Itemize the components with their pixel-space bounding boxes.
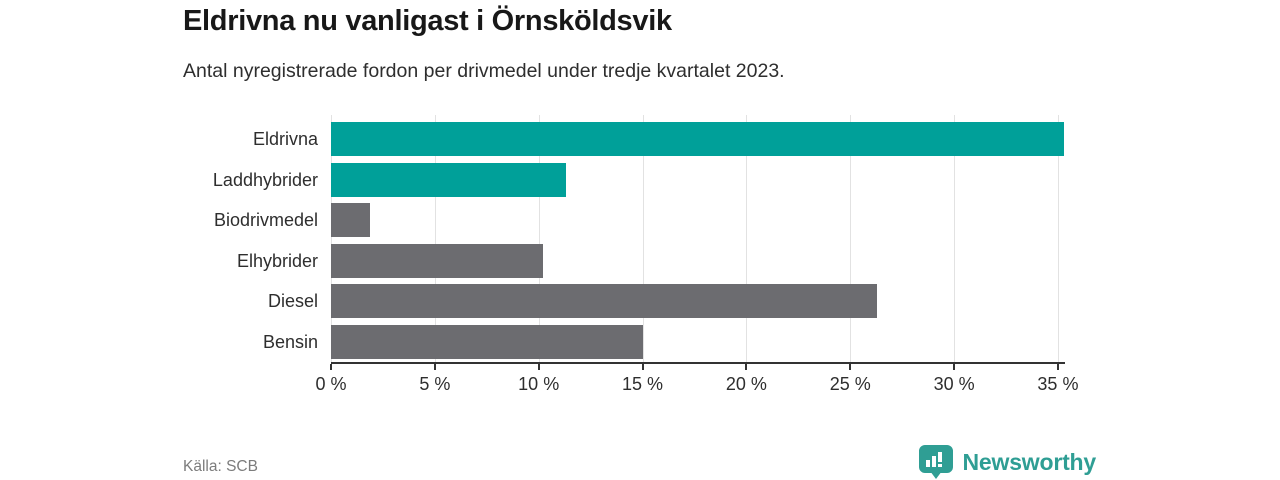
source-credit: Källa: SCB — [183, 458, 258, 475]
bar-row: Bensin — [183, 324, 1123, 366]
x-tick — [641, 364, 644, 370]
x-tick — [953, 364, 956, 370]
gridline — [642, 115, 644, 362]
gridline — [538, 115, 540, 362]
x-tick-label: 5 % — [419, 374, 451, 394]
gridlines-layer — [331, 115, 1101, 362]
bar — [331, 243, 543, 278]
page-title: Eldrivna nu vanligast i Örnsköldsvik — [183, 5, 672, 37]
bar-label: Elhybrider — [236, 250, 318, 271]
bar-track — [331, 324, 1123, 359]
page-subtitle: Antal nyregistrerade fordon per drivmede… — [183, 60, 785, 82]
bar-label: Diesel — [267, 291, 318, 312]
x-tick-label: 25 % — [829, 374, 871, 394]
bar — [331, 324, 643, 359]
bar-row: Elhybrider — [183, 243, 1123, 285]
bar — [331, 162, 566, 197]
bar-label: Biodrivmedel — [213, 210, 318, 231]
bar-rows: Eldrivna Laddhybrider Biodrivmedel Elhybrid… — [183, 122, 1123, 366]
x-tick — [745, 364, 748, 370]
bar-track — [331, 284, 1123, 319]
x-tick-label: 10 % — [518, 374, 560, 394]
gridline — [331, 115, 332, 362]
bar — [331, 284, 878, 319]
gridline — [1057, 115, 1059, 362]
x-axis-line — [331, 362, 1065, 364]
bar-chart: Eldrivna Laddhybrider Biodrivmedel Elhybrid… — [183, 115, 1123, 405]
x-tick-label: 15 % — [622, 374, 664, 394]
bar-label: Eldrivna — [252, 129, 318, 149]
gridline — [434, 115, 436, 362]
gridline — [746, 115, 748, 362]
gridline — [850, 115, 852, 362]
x-axis: 0 % 5 % 10 % 15 % 20 % 25 % 30 % 35 % — [315, 362, 1101, 412]
bar-track — [331, 162, 1123, 197]
x-tick — [849, 364, 852, 370]
x-tick-label: 30 % — [933, 374, 975, 394]
bar-row: Biodrivmedel — [183, 203, 1123, 244]
bar-track — [331, 203, 1123, 238]
x-tick — [433, 364, 436, 370]
bar — [331, 203, 371, 238]
x-tick-label: 20 % — [725, 374, 767, 394]
x-tick — [537, 364, 540, 370]
bar-track — [331, 122, 1123, 156]
newsworthy-chart-bubble-icon — [918, 445, 953, 479]
gridline — [954, 115, 956, 362]
bar-label: Laddhybrider — [212, 169, 318, 190]
bar-label: Bensin — [262, 331, 318, 352]
x-tick — [1056, 364, 1059, 370]
x-tick — [330, 364, 332, 370]
x-tick-label: 35 % — [1037, 374, 1079, 394]
brand-logo: Newsworthy — [918, 444, 1096, 480]
bar — [331, 122, 1065, 156]
bar-row: Laddhybrider — [183, 162, 1123, 204]
bar-row: Diesel — [183, 284, 1123, 325]
x-tick-label: 0 % — [315, 374, 347, 394]
bar-track — [331, 243, 1123, 278]
bar-row: Eldrivna — [183, 122, 1123, 163]
brand-name: Newsworthy — [962, 448, 1097, 475]
